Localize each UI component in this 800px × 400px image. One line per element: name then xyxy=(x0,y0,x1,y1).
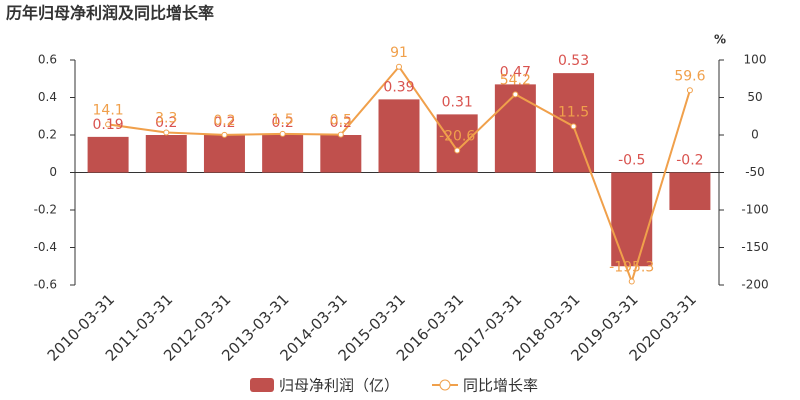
growth-point xyxy=(628,278,635,285)
bar xyxy=(669,172,711,210)
bar-value-label: 0.53 xyxy=(558,53,589,69)
legend-bar-swatch xyxy=(250,378,274,392)
bar xyxy=(494,84,536,173)
legend-line-marker xyxy=(439,379,451,391)
bar xyxy=(87,136,129,173)
growth-point xyxy=(163,129,170,136)
bar xyxy=(378,99,420,173)
bar xyxy=(203,135,245,173)
y-tick-label: -0.6 xyxy=(34,278,57,292)
bar-value-label: 0.2 xyxy=(330,115,352,131)
y-tick-label: 0.4 xyxy=(38,90,57,104)
growth-point xyxy=(105,121,112,128)
y-tick-label: 0.2 xyxy=(38,128,57,142)
line-value-label: 1.5 xyxy=(272,112,294,128)
growth-point xyxy=(396,63,402,70)
bar-value-label: 0.31 xyxy=(442,94,473,110)
y-tick-label: 0 xyxy=(49,165,57,179)
y2-tick-label: 50 xyxy=(747,90,762,104)
bar xyxy=(553,73,595,173)
growth-point xyxy=(570,123,577,130)
growth-point xyxy=(221,131,228,138)
bar xyxy=(320,135,362,173)
growth-point xyxy=(279,130,286,137)
line-value-label: -20.6 xyxy=(439,128,475,144)
line-value-label: 14.1 xyxy=(93,102,124,118)
bar-value-label: 0.2 xyxy=(272,115,294,131)
growth-point xyxy=(454,147,461,154)
bar-value-label: -0.5 xyxy=(618,153,645,169)
y2-tick-label: -200 xyxy=(741,278,768,292)
line-value-label: 3.3 xyxy=(155,111,177,127)
growth-point xyxy=(512,91,519,98)
y-tick-label: -0.4 xyxy=(34,240,57,254)
bar-value-label: -0.2 xyxy=(676,153,703,169)
line-value-label: 0.2 xyxy=(213,113,235,129)
bar xyxy=(262,135,304,173)
y2-tick-label: -50 xyxy=(745,165,765,179)
legend-label: 同比增长率 xyxy=(463,377,538,395)
line-value-label: 59.6 xyxy=(674,68,705,84)
line-value-label: 11.5 xyxy=(558,104,589,120)
y2-tick-label: 0 xyxy=(751,128,759,142)
bar xyxy=(436,114,478,173)
bar xyxy=(611,172,653,267)
y2-tick-label: -150 xyxy=(741,240,768,254)
line-value-label: 91 xyxy=(390,45,408,61)
chart-title: 历年归母净利润及同比增长率 xyxy=(6,4,214,23)
line-value-label: 54.2 xyxy=(500,72,531,88)
bar-value-label: 0.19 xyxy=(93,117,124,133)
bar xyxy=(145,135,187,173)
growth-point xyxy=(686,87,693,94)
bar-value-label: 0.39 xyxy=(383,79,414,95)
y-tick-label: -0.2 xyxy=(34,203,57,217)
line-value-label: -195.3 xyxy=(609,259,654,275)
legend-label: 归母净利润（亿） xyxy=(279,377,399,395)
bar-value-label: 0.47 xyxy=(500,64,531,80)
y2-tick-label: 100 xyxy=(744,53,767,67)
growth-line xyxy=(107,65,691,285)
growth-point xyxy=(337,131,344,138)
bar-value-label: 0.2 xyxy=(155,115,177,131)
line-value-label: 0.5 xyxy=(330,113,352,129)
y2-tick-label: -100 xyxy=(741,203,768,217)
y-tick-label: 0.6 xyxy=(38,53,57,67)
y2-unit: % xyxy=(714,33,726,47)
bar-value-label: 0.2 xyxy=(213,115,235,131)
